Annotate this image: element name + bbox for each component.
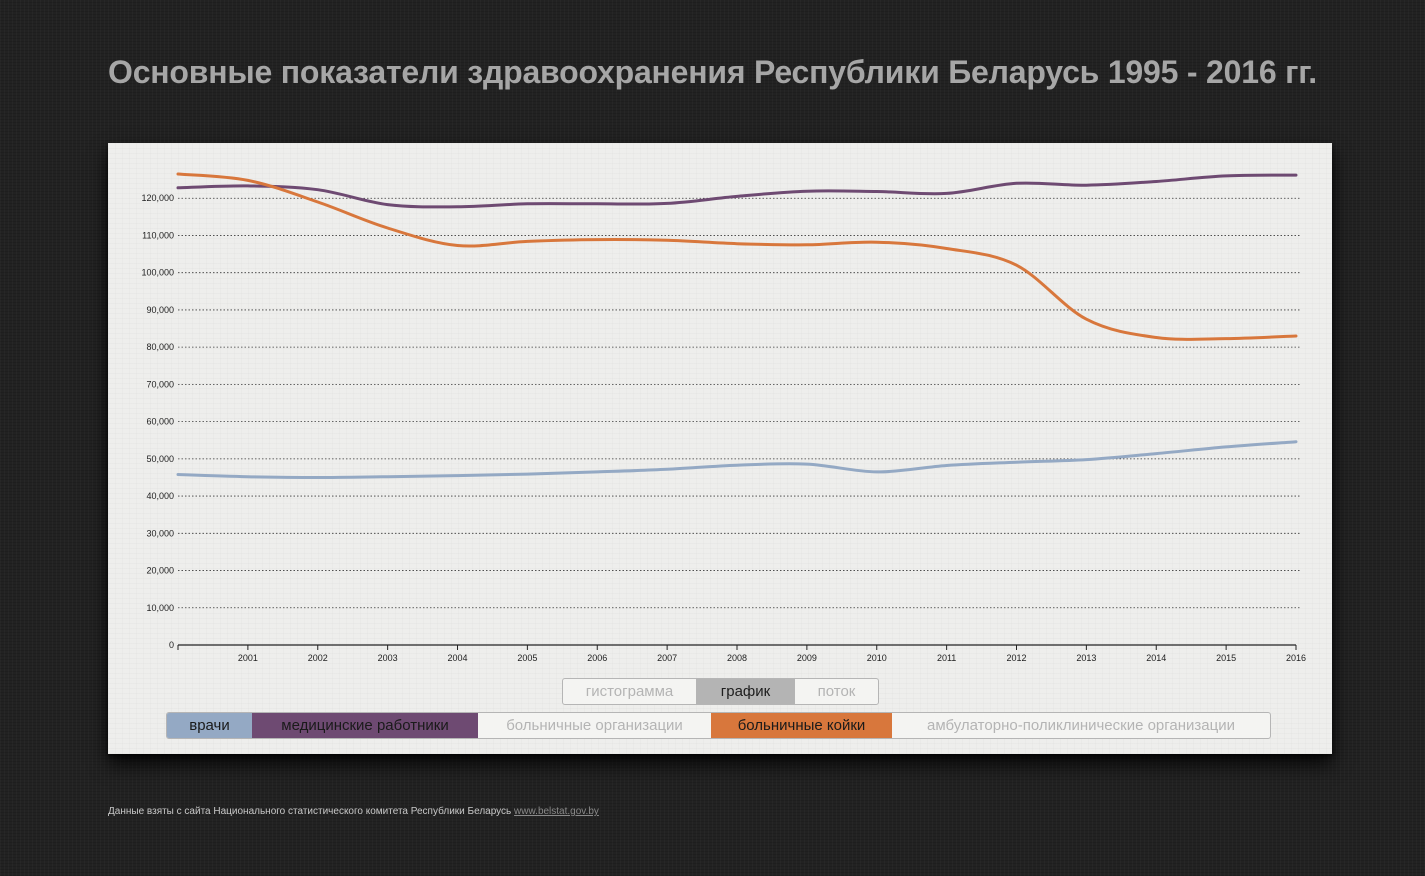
x-tick-label: 2016 — [1286, 653, 1306, 663]
y-tick-label: 100,000 — [141, 268, 174, 278]
x-tick-label: 2010 — [867, 653, 887, 663]
x-tick-label: 2008 — [727, 653, 747, 663]
x-tick-label: 2005 — [517, 653, 537, 663]
x-tick-label: 2012 — [1006, 653, 1026, 663]
x-tick-label: 2004 — [447, 653, 467, 663]
series-legend: врачи медицинские работники больничные о… — [166, 712, 1271, 739]
page-title: Основные показатели здравоохранения Респ… — [108, 54, 1317, 90]
x-tick-label: 2014 — [1146, 653, 1166, 663]
footer-text: Данные взяты с сайта Национального стати… — [108, 806, 512, 817]
axes: 0 10,000 20,000 30,000 40,000 50,000 60,000 70,… — [141, 193, 1306, 663]
y-tick-label: 40,000 — [146, 491, 174, 501]
view-toggle: гистограмма график поток — [562, 678, 879, 705]
view-histogram-button[interactable]: гистограмма — [585, 683, 674, 700]
x-tick-label: 2002 — [308, 653, 328, 663]
legend-hospital-beds-button[interactable]: больничные койки — [711, 713, 892, 738]
y-tick-label: 60,000 — [146, 417, 174, 427]
source-link[interactable]: www.belstat.gov.by — [514, 806, 599, 817]
x-tick-label: 2015 — [1216, 653, 1236, 663]
line-chart: 0 10,000 20,000 30,000 40,000 50,000 60,000 70,… — [141, 172, 1306, 663]
x-tick-label: 2006 — [587, 653, 607, 663]
y-tick-label: 0 — [169, 640, 174, 650]
x-tick-label: 2007 — [657, 653, 677, 663]
x-tick-label: 2001 — [238, 653, 258, 663]
footer: Данные взяты с сайта Национального стати… — [108, 806, 599, 817]
x-tick-label: 2013 — [1076, 653, 1096, 663]
y-tick-label: 120,000 — [141, 193, 174, 203]
view-line-button[interactable]: график — [696, 679, 795, 704]
view-stream-button[interactable]: поток — [817, 683, 856, 700]
x-tick-label: 2011 — [937, 653, 956, 663]
y-tick-label: 110,000 — [142, 230, 174, 240]
y-tick-label: 80,000 — [146, 342, 174, 352]
series-lines — [176, 172, 1298, 479]
y-tick-label: 50,000 — [146, 454, 174, 464]
grid-lines — [178, 197, 1301, 609]
x-tick-label: 2003 — [378, 653, 398, 663]
legend-doctors-button[interactable]: врачи — [167, 713, 252, 738]
y-tick-label: 10,000 — [146, 603, 174, 613]
legend-outpatient-organizations-button[interactable]: амбулаторно-поликлинические организации — [927, 717, 1235, 734]
x-tick-label: 2009 — [797, 653, 817, 663]
legend-medical-workers-button[interactable]: медицинские работники — [252, 713, 478, 738]
legend-hospital-organizations-button[interactable]: больничные организации — [506, 717, 683, 734]
series-line-0 — [176, 440, 1298, 479]
y-tick-label: 20,000 — [146, 566, 174, 576]
series-line-2 — [176, 172, 1298, 341]
chart-panel: 0 10,000 20,000 30,000 40,000 50,000 60,000 70,… — [108, 143, 1332, 754]
y-tick-label: 30,000 — [146, 528, 174, 538]
y-tick-label: 90,000 — [146, 305, 174, 315]
series-line-1 — [176, 173, 1298, 209]
y-tick-label: 70,000 — [146, 379, 174, 389]
